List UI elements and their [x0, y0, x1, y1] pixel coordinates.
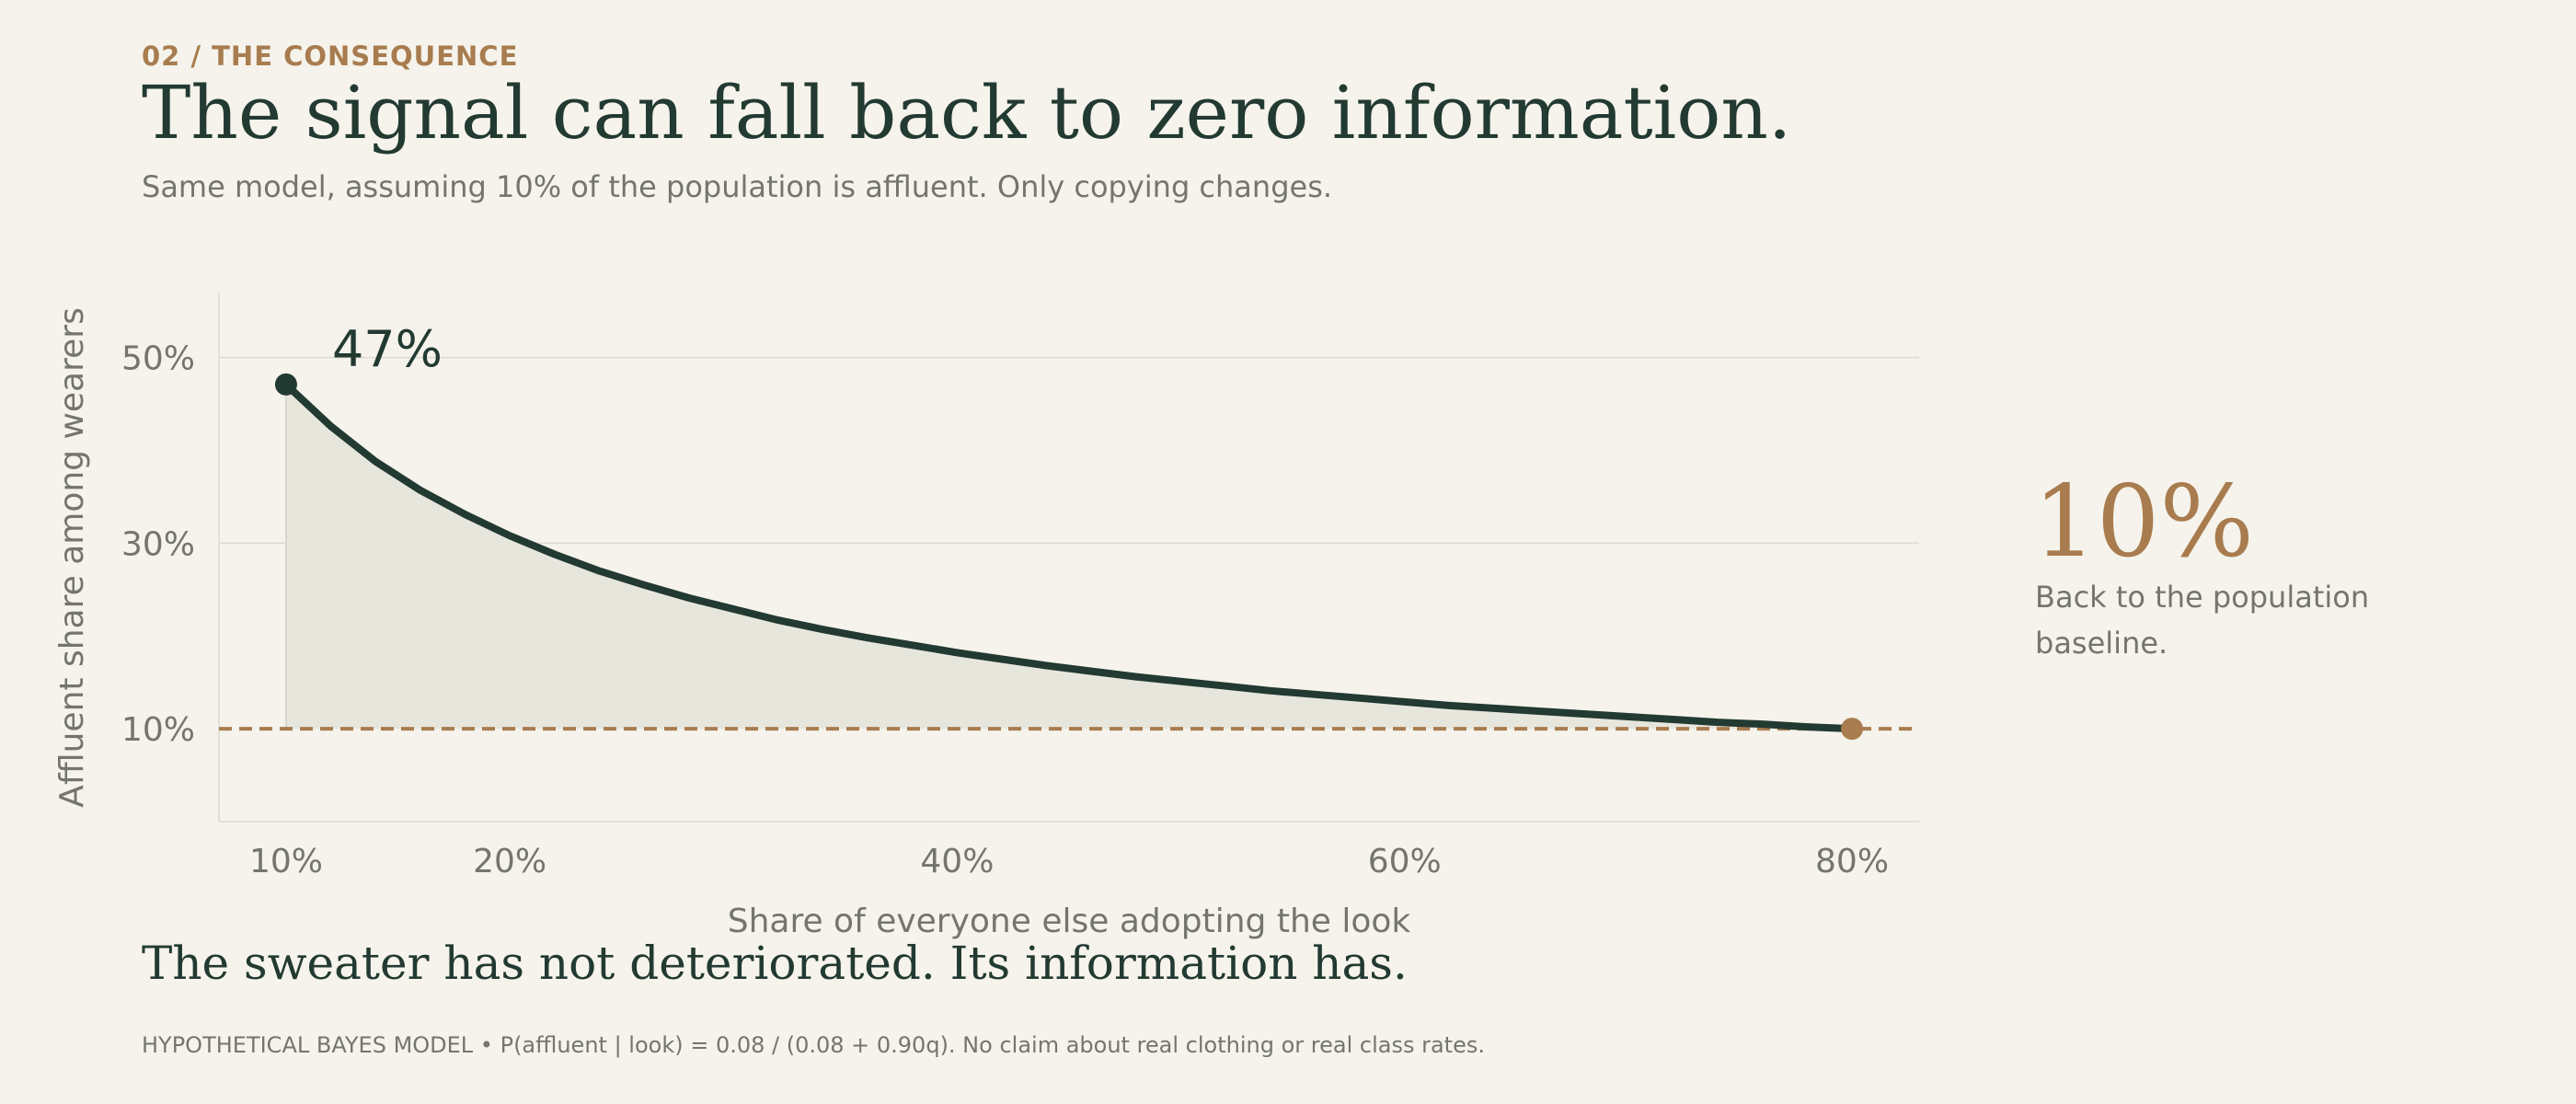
y-tick-label: 50% — [121, 340, 195, 378]
y-axis-label: Affluent share among wearers — [53, 307, 91, 808]
conclusion-text: The sweater has not deteriorated. Its in… — [142, 937, 1408, 990]
series-line — [282, 380, 1857, 733]
start-point-marker — [274, 373, 297, 396]
start-value-label: 47% — [332, 320, 443, 378]
x-tick-label: 20% — [473, 843, 546, 880]
x-tick-label: 40% — [920, 843, 994, 880]
y-tick-label: 30% — [121, 525, 195, 563]
callout-text: Back to the population baseline. — [2035, 580, 2370, 661]
page-subtitle: Same model, assuming 10% of the populati… — [142, 169, 1333, 204]
callout-value: 10% — [2033, 465, 2255, 580]
area-under-curve — [285, 384, 1853, 730]
x-tick-label: 60% — [1368, 843, 1442, 880]
footnote: HYPOTHETICAL BAYES MODEL • P(affluent | … — [142, 1032, 1485, 1058]
page-title: The signal can fall back to zero informa… — [142, 70, 1792, 155]
y-tick-label: 10% — [121, 711, 195, 749]
x-axis-label: Share of everyone else adopting the look — [728, 903, 1411, 940]
x-tick-label: 10% — [249, 843, 323, 880]
section-eyebrow: 02 / THE CONSEQUENCE — [142, 40, 519, 72]
end-point-marker — [1841, 718, 1864, 741]
x-tick-label: 80% — [1815, 843, 1889, 880]
